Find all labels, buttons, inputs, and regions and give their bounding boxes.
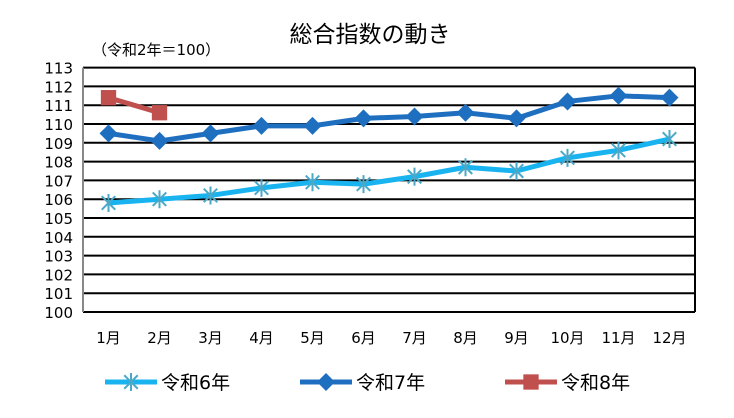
x-tick-label: 7月 [402,329,427,347]
series-line [107,95,161,116]
y-tick-label: 113 [44,60,73,78]
y-tick-label: 104 [44,229,73,247]
series-line [108,93,670,144]
x-tick-label: 4月 [249,329,274,347]
x-tick-label: 12月 [652,329,686,347]
asterisk-marker [356,175,371,194]
series-1 [101,130,677,212]
legend-label: 令和8年 [561,372,630,394]
series-group [99,86,679,212]
x-tick-label: 2月 [147,329,172,347]
asterisk-marker [254,178,269,197]
y-tick-label: 105 [44,210,73,228]
x-tick-label: 10月 [550,329,584,347]
legend-item: 令和6年 [105,372,230,394]
diamond-marker [150,131,169,150]
diamond-marker [456,103,475,122]
asterisk-marker [203,186,218,205]
diamond-marker [405,107,424,126]
legend-item: 令和7年 [300,372,425,394]
asterisk-marker [407,167,422,186]
asterisk-marker [152,190,167,209]
asterisk-marker [458,158,473,177]
asterisk-marker [509,162,524,180]
x-tick-label: 5月 [300,329,325,347]
y-tick-label: 100 [44,304,73,322]
diamond-marker [201,124,220,143]
y-axis-ticks: 1001011021031041051061071081091101111121… [44,60,73,322]
y-tick-label: 111 [44,97,73,115]
asterisk-marker [662,130,677,149]
series-3 [100,90,168,121]
y-tick-label: 101 [44,285,73,303]
diamond-marker [558,92,577,111]
legend-label: 令和6年 [161,372,230,394]
x-axis-ticks: 1月 2月 3月 4月 5月 6月 7月 8月 9月 10月 11月 12月 [96,329,686,347]
x-tick-label: 6月 [351,329,376,347]
asterisk-marker [305,173,320,192]
y-tick-label: 107 [44,172,73,190]
square-marker [100,90,117,106]
diamond-marker [354,109,373,128]
diamond-marker [507,109,526,128]
y-tick-label: 103 [44,248,73,266]
y-tick-label: 108 [44,154,73,172]
y-tick-label: 112 [44,78,73,96]
y-tick-label: 102 [44,266,73,284]
diamond-marker [660,88,679,107]
legend-label: 令和7年 [356,372,425,394]
y-tick-label: 106 [44,191,73,209]
diamond-marker [317,373,335,391]
x-tick-label: 9月 [504,329,529,347]
chart-title: 総合指数の動き [290,22,451,48]
series-2 [99,86,679,150]
asterisk-marker [101,193,116,212]
legend-item: 令和8年 [505,372,630,394]
gridlines [82,66,696,313]
y-tick-label: 109 [44,135,73,153]
diamond-marker [252,116,271,135]
series-line [108,136,671,206]
y-tick-label: 110 [44,116,73,134]
asterisk-marker [560,148,575,167]
diamond-marker [303,116,322,135]
diamond-marker [99,124,118,143]
asterisk-marker [611,141,626,160]
asterisk-marker [123,373,139,391]
diamond-marker [609,86,628,105]
x-tick-label: 3月 [198,329,223,347]
chart-subtitle: （令和2年＝100） [92,41,220,59]
x-tick-label: 8月 [453,329,478,347]
legend: 令和6年 令和7年 令和8年 [105,372,630,394]
x-tick-label: 11月 [601,329,635,347]
x-tick-label: 1月 [96,329,121,347]
square-marker [523,374,539,390]
square-marker [151,105,168,121]
